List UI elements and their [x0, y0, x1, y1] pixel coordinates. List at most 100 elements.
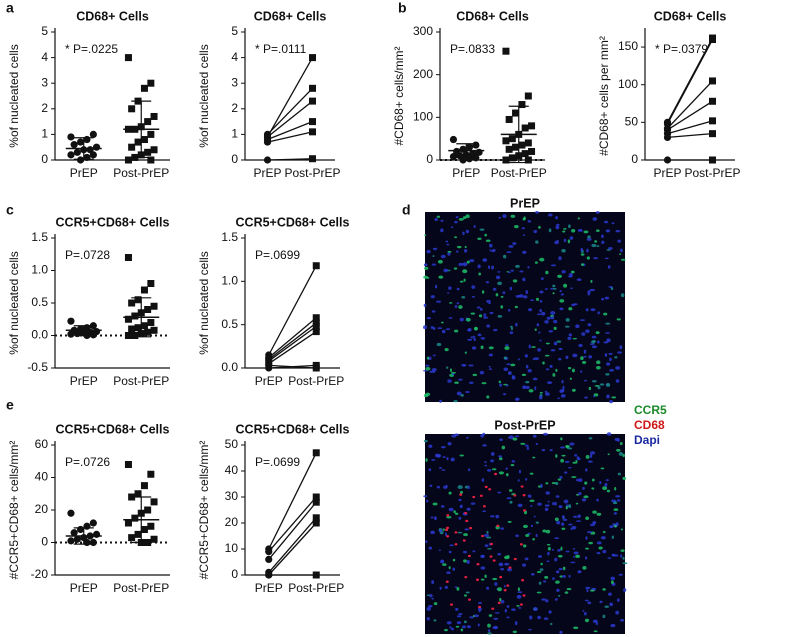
cell	[535, 442, 538, 446]
data-point	[508, 135, 516, 143]
cell	[569, 377, 572, 380]
y-axis-label: #CD68+ cells/mm²	[392, 46, 406, 145]
cell	[507, 371, 512, 376]
cell	[530, 299, 534, 302]
cell	[586, 256, 590, 260]
cell	[539, 339, 542, 342]
cell	[550, 311, 556, 315]
micrograph	[425, 434, 625, 634]
cell	[505, 384, 509, 387]
cell	[571, 525, 577, 530]
y-tick-label: 0	[631, 152, 638, 166]
cell	[460, 394, 464, 397]
cell	[605, 322, 611, 325]
cell	[446, 243, 450, 246]
cell	[568, 307, 573, 311]
cell	[612, 523, 616, 526]
cell	[601, 240, 605, 244]
cell	[508, 271, 511, 274]
cell	[509, 500, 513, 504]
data-point	[140, 482, 148, 490]
cell	[609, 399, 614, 404]
cell	[556, 588, 560, 592]
pair-line	[667, 120, 713, 135]
panel-letter: a	[6, 0, 14, 16]
cell	[608, 246, 613, 250]
cell	[442, 456, 446, 458]
cell	[556, 223, 560, 226]
cell	[540, 277, 544, 280]
panel-letter: c	[6, 202, 14, 218]
cell	[587, 290, 591, 295]
chart-title: CD68+ Cells	[456, 9, 529, 23]
y-tick-label: 1	[41, 127, 48, 141]
data-point	[459, 156, 467, 164]
cell	[553, 326, 557, 330]
cell	[608, 352, 613, 355]
cell	[473, 337, 476, 341]
cell	[469, 616, 474, 619]
chart-title: CCR5+CD68+ Cells	[236, 215, 350, 229]
cell	[446, 516, 452, 519]
cell	[436, 342, 442, 347]
cell	[587, 601, 592, 605]
cell	[542, 361, 545, 365]
cell	[575, 324, 580, 329]
data-point	[89, 538, 97, 547]
cell	[506, 363, 511, 366]
cell	[448, 550, 452, 554]
cell	[588, 460, 593, 463]
data-point	[709, 117, 716, 125]
data-point	[76, 156, 85, 164]
data-point	[76, 138, 85, 146]
cell	[438, 549, 441, 552]
cell	[596, 366, 601, 370]
cell	[586, 238, 592, 241]
cell	[483, 533, 489, 537]
y-tick-label: 60	[35, 437, 49, 451]
cell	[603, 312, 608, 316]
pair-line	[667, 80, 713, 129]
legend-label: Dapi	[634, 433, 660, 447]
cell	[609, 602, 614, 607]
cell	[456, 391, 462, 396]
y-tick-label: 40	[35, 470, 49, 484]
chart-title: CCR5+CD68+ Cells	[56, 215, 170, 229]
x-tick-label: PrEP	[653, 166, 681, 180]
cell	[538, 395, 543, 400]
cell	[614, 356, 618, 359]
cell	[528, 308, 533, 312]
cell	[449, 368, 453, 373]
cell	[492, 559, 496, 562]
cell	[514, 397, 519, 401]
data-point	[309, 54, 316, 62]
cell	[498, 216, 501, 219]
cell	[442, 528, 445, 531]
cell	[557, 274, 562, 279]
cell	[574, 454, 578, 457]
cell	[488, 302, 491, 305]
cell	[545, 599, 549, 603]
cell	[581, 360, 587, 364]
cell	[570, 561, 576, 564]
cell	[428, 605, 433, 608]
pair-line	[268, 364, 317, 369]
data-point	[147, 522, 155, 530]
cell	[605, 479, 609, 482]
cell	[528, 389, 534, 393]
cell	[568, 523, 573, 526]
data-point	[521, 124, 529, 132]
cell	[500, 599, 505, 604]
cell	[468, 468, 471, 472]
cell	[462, 550, 468, 554]
cell	[622, 476, 627, 480]
cell	[548, 610, 552, 614]
cell	[466, 625, 471, 629]
cell	[567, 366, 572, 370]
data-point	[128, 143, 136, 151]
cell	[504, 562, 510, 566]
cell	[486, 547, 492, 550]
cell	[485, 586, 490, 590]
cell	[489, 249, 492, 252]
cell	[490, 515, 495, 518]
